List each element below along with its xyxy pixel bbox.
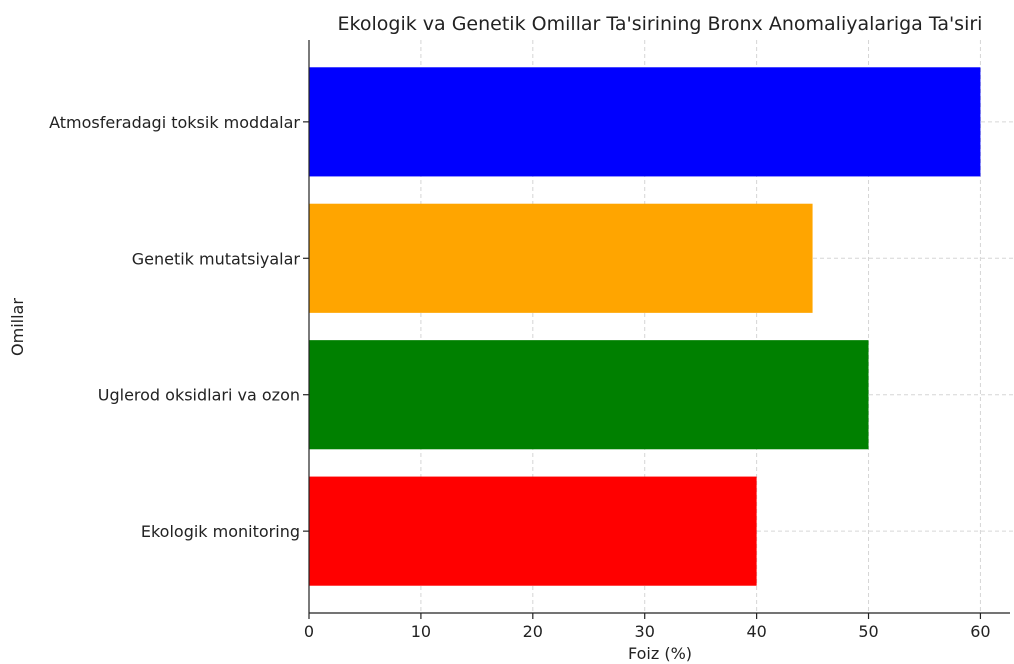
y-ticks: Ekologik monitoring Uglerod oksidlari va …	[49, 113, 309, 541]
y-tick-label: Uglerod oksidlari va ozon	[98, 386, 300, 405]
bars	[309, 67, 981, 586]
x-tick-label: 10	[411, 622, 431, 641]
y-axis-label: Omillar	[8, 298, 27, 356]
x-tick-label: 20	[523, 622, 543, 641]
x-tick-label: 50	[858, 622, 878, 641]
x-tick-label: 40	[746, 622, 766, 641]
y-tick-label: Genetik mutatsiyalar	[132, 249, 301, 268]
y-tick-label: Ekologik monitoring	[141, 522, 300, 541]
y-tick-label: Atmosferadagi toksik moddalar	[49, 113, 300, 132]
x-tick-label: 60	[970, 622, 990, 641]
axes	[308, 40, 1010, 614]
bar	[309, 476, 757, 586]
bar	[309, 203, 813, 313]
bar	[309, 340, 869, 450]
x-tick-label: 0	[304, 622, 314, 641]
bar	[309, 67, 981, 177]
x-axis-label: Foiz (%)	[628, 644, 692, 663]
x-ticks: 0 10 20 30 40 50 60	[304, 613, 991, 641]
x-tick-label: 30	[635, 622, 655, 641]
chart-title: Ekologik va Genetik Omillar Ta'sirining …	[338, 13, 983, 35]
